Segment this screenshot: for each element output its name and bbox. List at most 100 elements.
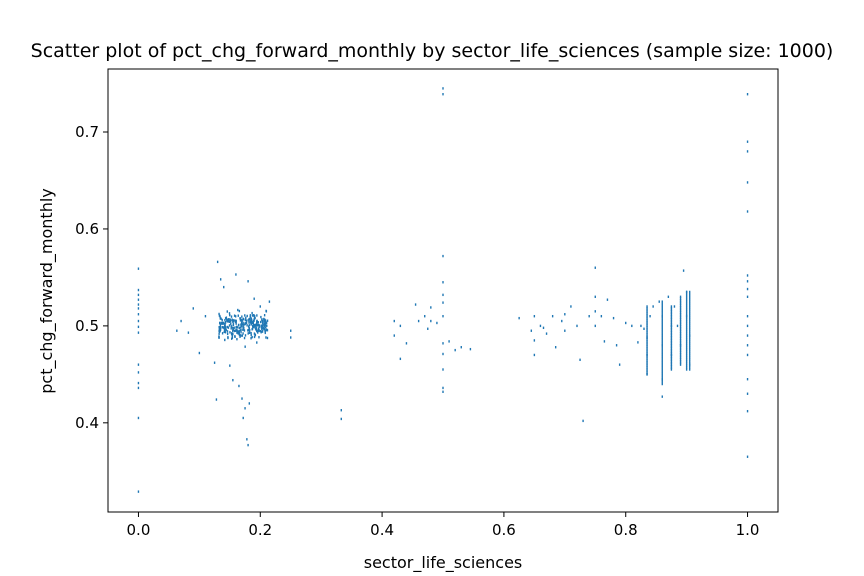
data-point (219, 317, 221, 320)
data-point (685, 338, 688, 341)
data-point (442, 342, 444, 345)
data-point (670, 334, 673, 337)
data-point (247, 280, 249, 283)
data-point (646, 373, 648, 376)
data-point (685, 300, 688, 304)
x-tick-label: 0.0 (127, 521, 151, 539)
data-point (266, 329, 269, 332)
data-point (646, 322, 648, 326)
data-point (685, 344, 688, 347)
data-point (661, 359, 663, 362)
data-point (215, 398, 218, 401)
data-point (249, 318, 251, 321)
data-point (222, 321, 225, 325)
data-point (226, 310, 228, 313)
data-point (685, 350, 688, 353)
data-point (253, 335, 256, 339)
data-point (231, 337, 233, 340)
data-point (224, 320, 227, 324)
data-point (679, 297, 682, 300)
data-point (242, 332, 244, 335)
data-point (256, 323, 258, 326)
data-point (679, 309, 682, 312)
data-point (235, 322, 237, 325)
data-point (414, 303, 417, 306)
data-point (670, 361, 673, 365)
data-point (137, 416, 140, 420)
data-point (240, 318, 242, 321)
data-point (688, 302, 691, 306)
data-point (594, 310, 596, 313)
data-point (688, 354, 691, 357)
data-point (229, 364, 231, 367)
data-point (137, 267, 140, 270)
data-point (685, 310, 688, 314)
data-point (236, 329, 238, 332)
data-point (661, 374, 663, 377)
data-point (688, 336, 691, 339)
data-point (240, 325, 243, 328)
data-point (224, 327, 227, 330)
data-point (258, 324, 261, 327)
data-point (688, 358, 691, 361)
data-point (688, 320, 691, 323)
data-point (250, 331, 252, 335)
data-point (250, 337, 252, 340)
data-point (253, 332, 256, 335)
data-point (646, 319, 648, 322)
data-point (676, 324, 679, 328)
data-point (688, 348, 691, 351)
data-point (661, 317, 663, 320)
data-point (259, 329, 262, 333)
data-point (246, 314, 248, 318)
data-point (247, 443, 249, 447)
data-point (646, 327, 648, 331)
data-point (137, 313, 140, 316)
data-point (685, 292, 688, 296)
data-point (260, 320, 262, 324)
data-point (646, 357, 648, 360)
data-point (265, 326, 267, 329)
data-point (646, 336, 648, 339)
chart-title: Scatter plot of pct_chg_forward_monthly … (31, 40, 834, 62)
data-point (646, 347, 648, 350)
data-point (229, 331, 231, 334)
data-point (646, 340, 648, 343)
data-point (646, 371, 648, 374)
data-point (180, 319, 182, 323)
data-point (259, 305, 261, 308)
data-point (219, 328, 222, 331)
data-point (688, 294, 691, 298)
data-point (646, 360, 648, 364)
data-point (405, 342, 408, 345)
data-point (685, 324, 688, 327)
data-point (670, 345, 673, 349)
data-point (646, 313, 648, 317)
data-point (258, 329, 260, 332)
data-point (250, 333, 252, 337)
y-tick-label: 0.7 (75, 123, 99, 141)
data-point (670, 363, 673, 366)
data-point (670, 342, 673, 345)
data-point (670, 339, 673, 342)
data-point (679, 300, 682, 304)
data-point (232, 328, 234, 331)
y-tick-label: 0.4 (75, 414, 99, 432)
data-point (606, 298, 609, 301)
data-point (442, 93, 444, 96)
data-point (670, 352, 673, 355)
data-point (230, 327, 232, 330)
data-point (688, 298, 691, 302)
data-point (688, 360, 691, 363)
data-point (646, 324, 648, 327)
data-point (240, 323, 242, 326)
data-point (264, 329, 266, 332)
data-point (224, 323, 226, 326)
data-point (243, 326, 245, 329)
data-point (219, 323, 222, 326)
data-point (427, 327, 429, 330)
data-point (679, 361, 682, 365)
data-point (661, 349, 663, 352)
data-point (231, 332, 234, 335)
